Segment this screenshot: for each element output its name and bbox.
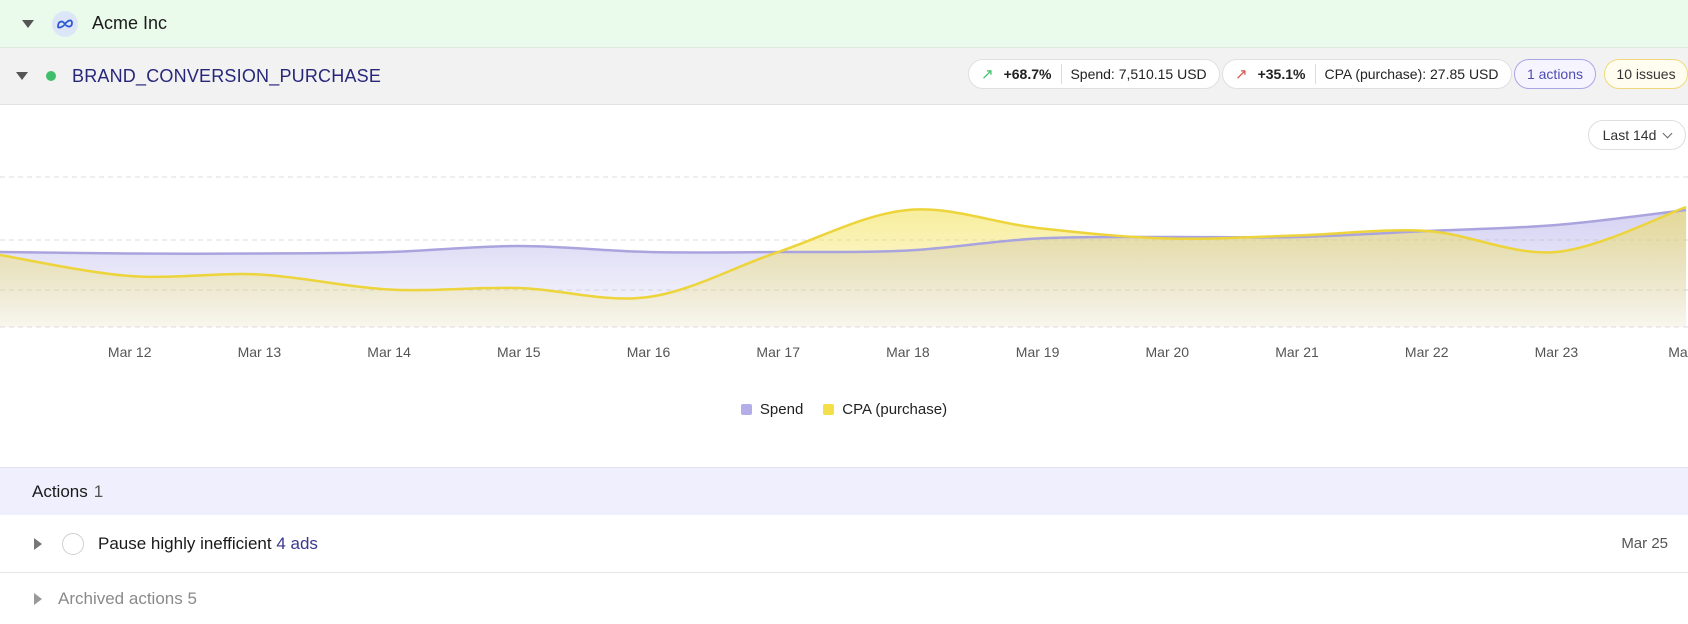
expand-action-icon[interactable]: [34, 537, 42, 550]
meta-logo-icon: [52, 10, 78, 37]
x-tick-label: Mar 16: [627, 344, 671, 360]
action-date: Mar 25: [1621, 535, 1668, 552]
x-tick-label: Mar 17: [756, 344, 800, 360]
performance-chart: Mar 12 Mar 13 Mar 14 Mar 15 Mar 16 Mar 17 Mar …: [0, 176, 1688, 360]
divider: [1061, 64, 1063, 84]
status-dot-icon: [46, 71, 56, 81]
collapse-campaign-icon[interactable]: [16, 72, 28, 80]
cpa-value: CPA (purchase): 27.85 USD: [1324, 66, 1499, 82]
legend-label-spend: Spend: [759, 401, 804, 418]
action-text: Pause highly inefficient: [98, 533, 277, 553]
x-tick-label: Mar 14: [367, 344, 411, 360]
legend-item-spend[interactable]: Spend: [740, 401, 804, 418]
legend-swatch-spend: [740, 404, 752, 415]
action-select-radio[interactable]: [62, 532, 84, 555]
x-tick-label: Mar 12: [108, 344, 152, 360]
chart-legend: Spend CPA (purchase): [0, 401, 1688, 418]
x-tick-label: Mar 22: [1405, 344, 1449, 360]
trend-up-icon: ↗: [1235, 66, 1248, 83]
x-tick-label: Mar 18: [886, 344, 930, 360]
legend-item-cpa[interactable]: CPA (purchase): [823, 401, 947, 418]
campaign-row[interactable]: BRAND_CONVERSION_PURCHASE ↗ +68.7% Spend…: [0, 48, 1688, 105]
action-ads-link[interactable]: 4 ads: [276, 533, 318, 553]
date-range-select[interactable]: Last 14d: [1588, 120, 1686, 150]
legend-swatch-cpa: [823, 404, 835, 415]
account-row[interactable]: Acme Inc: [0, 0, 1688, 48]
actions-title: Actions: [32, 481, 88, 501]
chevron-down-icon: [1662, 128, 1673, 138]
x-tick-label: Mar 21: [1275, 344, 1319, 360]
chart-area: Mar 12 Mar 13 Mar 14 Mar 15 Mar 16 Mar 17 Mar …: [0, 105, 1688, 467]
spend-value: Spend: 7,510.15 USD: [1070, 66, 1207, 82]
x-tick-label: Mar 2: [1668, 344, 1688, 360]
trend-up-icon: ↗: [981, 66, 994, 83]
action-label: Pause highly inefficient 4 ads: [98, 534, 318, 554]
archived-actions-label: Archived actions 5: [58, 588, 197, 608]
archived-actions-row[interactable]: Archived actions 5: [0, 573, 1688, 624]
x-tick-label: Mar 15: [497, 344, 541, 360]
legend-label-cpa: CPA (purchase): [842, 401, 948, 418]
spend-metric-pill[interactable]: ↗ +68.7% Spend: 7,510.15 USD: [968, 59, 1220, 89]
issues-badge[interactable]: 10 issues: [1604, 59, 1688, 89]
cpa-change: +35.1%: [1257, 66, 1306, 82]
x-tick-label: Mar 23: [1535, 344, 1579, 360]
cpa-metric-pill[interactable]: ↗ +35.1% CPA (purchase): 27.85 USD: [1222, 59, 1512, 89]
campaign-name[interactable]: BRAND_CONVERSION_PURCHASE: [72, 65, 382, 86]
x-tick-label: Mar 19: [1016, 344, 1060, 360]
line-cpa: [0, 205, 1687, 300]
account-name: Acme Inc: [92, 13, 168, 33]
x-tick-label: Mar 13: [238, 344, 282, 360]
divider: [1315, 64, 1317, 84]
x-tick-label: Mar 20: [1146, 344, 1190, 360]
actions-badge[interactable]: 1 actions: [1514, 59, 1596, 89]
action-row[interactable]: Pause highly inefficient 4 ads Mar 25: [0, 515, 1688, 573]
actions-header: Actions 1: [0, 467, 1688, 515]
expand-archived-icon[interactable]: [34, 592, 42, 605]
date-range-value: Last 14d: [1602, 127, 1657, 143]
actions-count: 1: [93, 481, 104, 501]
collapse-account-icon[interactable]: [22, 19, 34, 28]
spend-change: +68.7%: [1003, 66, 1052, 82]
